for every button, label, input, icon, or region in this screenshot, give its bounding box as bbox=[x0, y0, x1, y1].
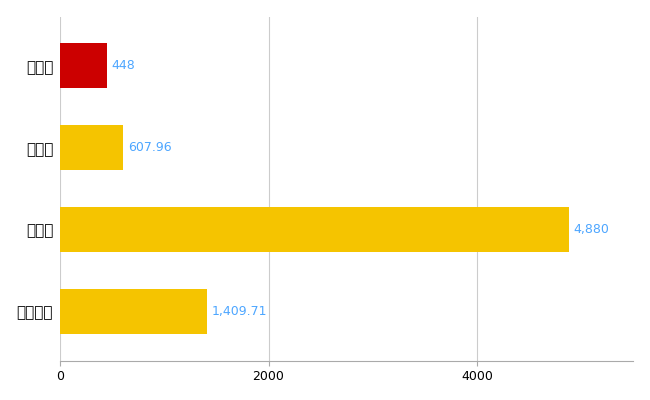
Text: 1,409.71: 1,409.71 bbox=[211, 305, 266, 318]
Bar bbox=[60, 289, 207, 334]
Bar bbox=[60, 43, 107, 88]
Text: 4,880: 4,880 bbox=[573, 223, 609, 236]
Text: 448: 448 bbox=[111, 59, 135, 72]
Text: 607.96: 607.96 bbox=[127, 141, 171, 154]
Bar bbox=[60, 125, 124, 170]
Bar bbox=[60, 207, 569, 252]
